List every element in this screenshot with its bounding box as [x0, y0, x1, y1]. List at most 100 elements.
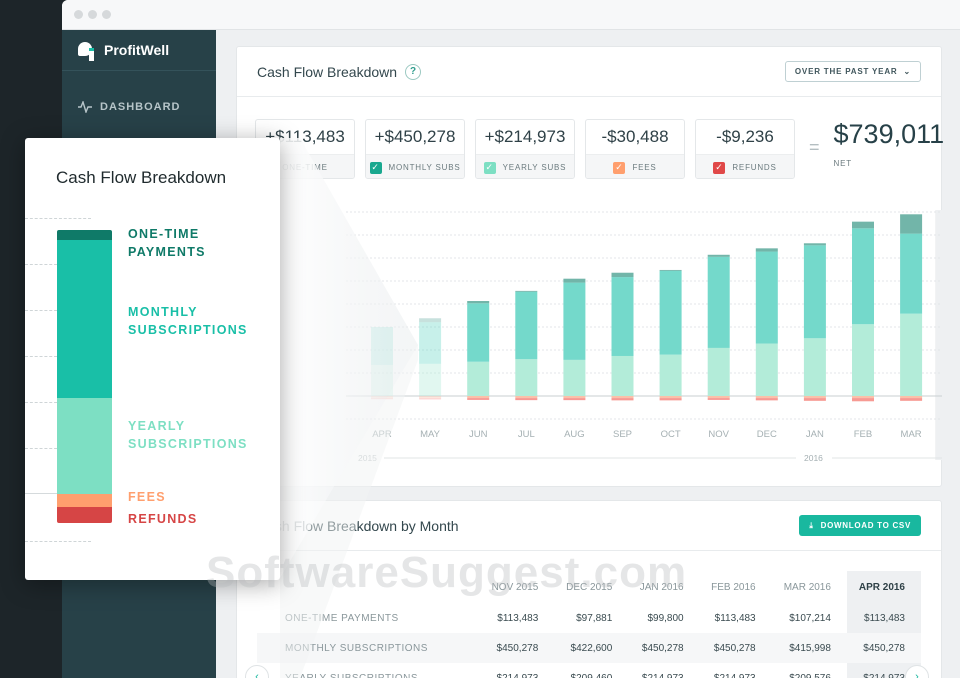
table-row: MONTHLY SUBSCRIPTIONS $450,278 $422,600 $45…	[257, 633, 921, 663]
table-cell: $209,460	[570, 672, 613, 678]
bar-segment	[707, 256, 730, 348]
segment-monthly	[57, 240, 112, 398]
segment-refunds	[57, 507, 112, 523]
bar-segment	[563, 278, 586, 283]
bar-segment	[803, 338, 826, 396]
x-tick-label: JAN	[806, 429, 824, 440]
column-header[interactable]: DEC 2015	[566, 581, 613, 593]
net-label: NET	[833, 159, 852, 168]
download-csv-button[interactable]: ⤓ DOWNLOAD TO CSV	[799, 515, 921, 536]
bar-segment	[755, 251, 778, 344]
bar-segment	[659, 398, 682, 401]
table-cell: $107,214	[789, 612, 831, 624]
table-cell: $99,800	[647, 612, 684, 624]
legend-monthly: MONTHLY SUBSCRIPTIONS	[128, 305, 248, 337]
x-tick-label: JUL	[518, 429, 535, 440]
bar-segment	[707, 254, 730, 257]
checkbox-checked-icon[interactable]: ✓	[713, 161, 726, 174]
legend-stacked-bar	[57, 230, 112, 523]
download-icon: ⤓	[809, 520, 814, 530]
row-label: MONTHLY SUBSCRIPTIONS	[257, 633, 480, 663]
x-tick-label: FEB	[854, 429, 872, 440]
stat-label: REFUNDS	[732, 163, 777, 172]
bar-segment	[803, 245, 826, 339]
bar-segment	[563, 282, 586, 360]
window-close-dot[interactable]	[74, 10, 83, 19]
stat-fees[interactable]: -$30,488 ✓ FEES	[585, 119, 685, 179]
checkbox-checked-icon[interactable]: ✓	[613, 161, 626, 174]
column-header[interactable]: APR 2016	[846, 571, 921, 603]
table-cell: $214,973	[496, 672, 539, 678]
year-label: 2015	[358, 453, 377, 463]
bar-segment	[467, 398, 490, 400]
stat-yearly[interactable]: +$214,973 ✓ YEARLY SUBS	[475, 119, 575, 179]
table-cell: $422,600	[554, 633, 629, 663]
column-header[interactable]: NOV 2015	[491, 581, 539, 593]
table-cell: $214,973	[846, 663, 921, 678]
bar-segment	[852, 324, 874, 396]
table-cell: $113,483	[714, 612, 756, 624]
logo[interactable]: ProfitWell	[62, 30, 216, 71]
stat-refunds[interactable]: -$9,236 ✓ REFUNDS	[695, 119, 795, 179]
bar-segment	[611, 272, 634, 278]
window-minimize-dot[interactable]	[88, 10, 97, 19]
x-tick-label: SEP	[613, 429, 632, 440]
bar-segment	[755, 398, 778, 401]
column-header[interactable]: JAN 2016	[639, 581, 684, 593]
bar-segment	[803, 398, 826, 401]
x-tick-label: AUG	[564, 429, 585, 440]
column-header[interactable]: MAR 2016	[783, 581, 831, 593]
legend-refunds: REFUNDS	[128, 512, 198, 526]
sidebar-item-label: DASHBOARD	[100, 101, 181, 113]
table-row: ONE-TIME PAYMENTS $113,483 $97,881 $99,800 $…	[257, 603, 921, 633]
x-tick-label: DEC	[757, 429, 777, 440]
checkbox-checked-icon[interactable]: ✓	[483, 161, 496, 174]
pulse-icon	[78, 101, 92, 113]
bar-segment	[371, 327, 393, 365]
x-tick-label: APR	[372, 429, 392, 440]
divider	[25, 218, 91, 219]
bar-segment	[419, 318, 442, 323]
bar-segment	[755, 343, 778, 396]
bar-segment	[707, 396, 730, 399]
bar-segment	[611, 277, 634, 356]
row-label: YEARLY SUBSCRIPTIONS	[285, 672, 418, 678]
bar-segment	[467, 361, 490, 396]
bar-segment	[467, 301, 490, 304]
bar-segment	[659, 354, 682, 396]
bar-segment	[371, 398, 393, 400]
table-cell: $450,278	[479, 633, 555, 663]
profitwell-logo-icon	[78, 42, 96, 61]
stat-value: +$450,278	[374, 127, 456, 146]
table-cell: $113,483	[497, 612, 539, 624]
bar-segment	[852, 398, 874, 402]
app-name: ProfitWell	[104, 42, 170, 58]
sidebar-item-dashboard[interactable]: DASHBOARD	[62, 89, 216, 125]
x-tick-label: MAY	[420, 429, 441, 440]
bar-segment	[515, 291, 538, 360]
checkbox-checked-icon[interactable]: ✓	[369, 161, 382, 174]
help-icon[interactable]: ?	[405, 63, 422, 80]
bar-segment	[611, 398, 634, 401]
window-maximize-dot[interactable]	[102, 10, 111, 19]
title-bar	[62, 0, 960, 30]
table-cell: $209,576	[789, 672, 831, 678]
stat-monthly[interactable]: +$450,278 ✓ MONTHLY SUBS	[365, 119, 465, 179]
bar-segment	[659, 269, 682, 271]
bar-segment	[755, 396, 778, 399]
legend-yearly: YEARLY SUBSCRIPTIONS	[128, 419, 248, 451]
table-cell: $97,881	[576, 612, 613, 624]
next-page-button[interactable]: ›	[905, 665, 929, 678]
bar-segment	[900, 233, 923, 314]
stat-value: -$30,488	[601, 127, 669, 146]
stat-value: +$214,973	[484, 127, 566, 146]
row-label: ONE-TIME PAYMENTS	[285, 612, 399, 624]
watermark: SoftwareSuggest.com	[206, 548, 688, 597]
column-header[interactable]: FEB 2016	[711, 581, 756, 593]
bar-segment	[563, 396, 586, 399]
bar-segment	[803, 243, 826, 246]
segment-yearly	[57, 398, 112, 494]
chevron-down-icon: ⌄	[903, 67, 911, 76]
divider	[25, 541, 91, 542]
range-dropdown[interactable]: OVER THE PAST YEAR ⌄	[784, 61, 921, 82]
